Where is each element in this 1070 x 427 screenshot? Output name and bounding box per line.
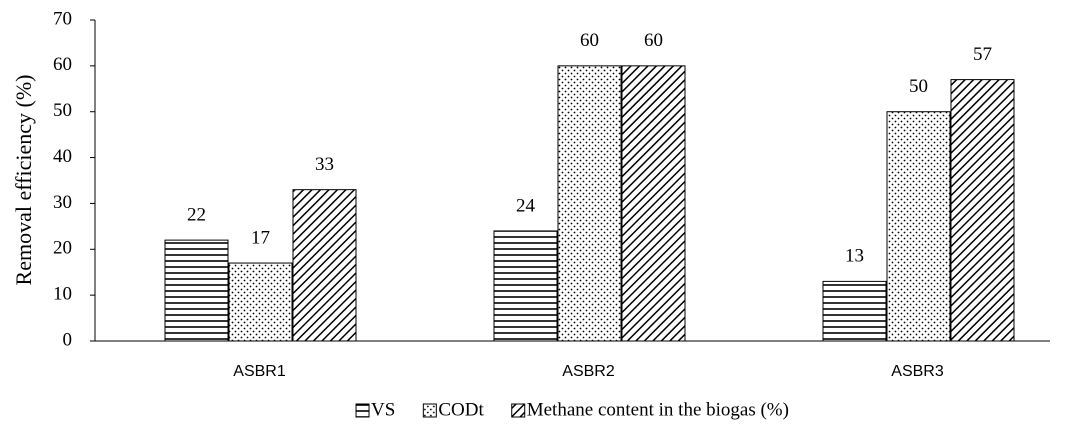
y-tick-label: 60 xyxy=(53,54,72,75)
bar xyxy=(621,65,686,342)
bar xyxy=(228,262,293,342)
data-label: 60 xyxy=(644,30,663,51)
legend-swatch xyxy=(511,403,526,418)
bar xyxy=(493,230,558,342)
bar xyxy=(822,280,887,342)
y-axis-label: Removal efficiency (%) xyxy=(11,75,36,286)
data-label: 22 xyxy=(187,204,206,225)
bar xyxy=(557,65,622,342)
legend-item: Methane content in the biogas (%) xyxy=(511,399,789,420)
bar xyxy=(164,239,229,342)
bar xyxy=(950,79,1015,342)
legend-swatch xyxy=(422,403,437,418)
bar xyxy=(292,189,357,342)
y-tick-label: 0 xyxy=(63,329,73,350)
y-tick-label: 40 xyxy=(53,146,72,167)
legend-label: Methane content in the biogas (%) xyxy=(527,399,789,420)
data-label: 33 xyxy=(315,154,334,175)
data-label: 13 xyxy=(845,246,864,267)
legend-item: CODt xyxy=(422,399,484,420)
legend-swatch xyxy=(355,403,370,418)
y-tick-label: 10 xyxy=(53,284,72,305)
x-tick-label: ASBR2 xyxy=(562,363,615,380)
x-tick-label: ASBR1 xyxy=(233,363,286,380)
y-tick-label: 50 xyxy=(53,100,72,121)
legend-item: VS xyxy=(355,399,395,420)
x-tick-label: ASBR3 xyxy=(891,363,944,380)
bar xyxy=(886,111,951,342)
data-label: 17 xyxy=(251,227,270,248)
y-tick-label: 20 xyxy=(53,238,72,259)
y-tick-label: 70 xyxy=(53,8,72,29)
legend-label: CODt xyxy=(438,399,484,420)
data-label: 50 xyxy=(909,76,928,97)
data-label: 57 xyxy=(973,44,992,65)
legend-label: VS xyxy=(371,399,395,420)
data-label: 60 xyxy=(580,30,599,51)
data-label: 24 xyxy=(516,195,536,216)
y-tick-label: 30 xyxy=(53,192,72,213)
